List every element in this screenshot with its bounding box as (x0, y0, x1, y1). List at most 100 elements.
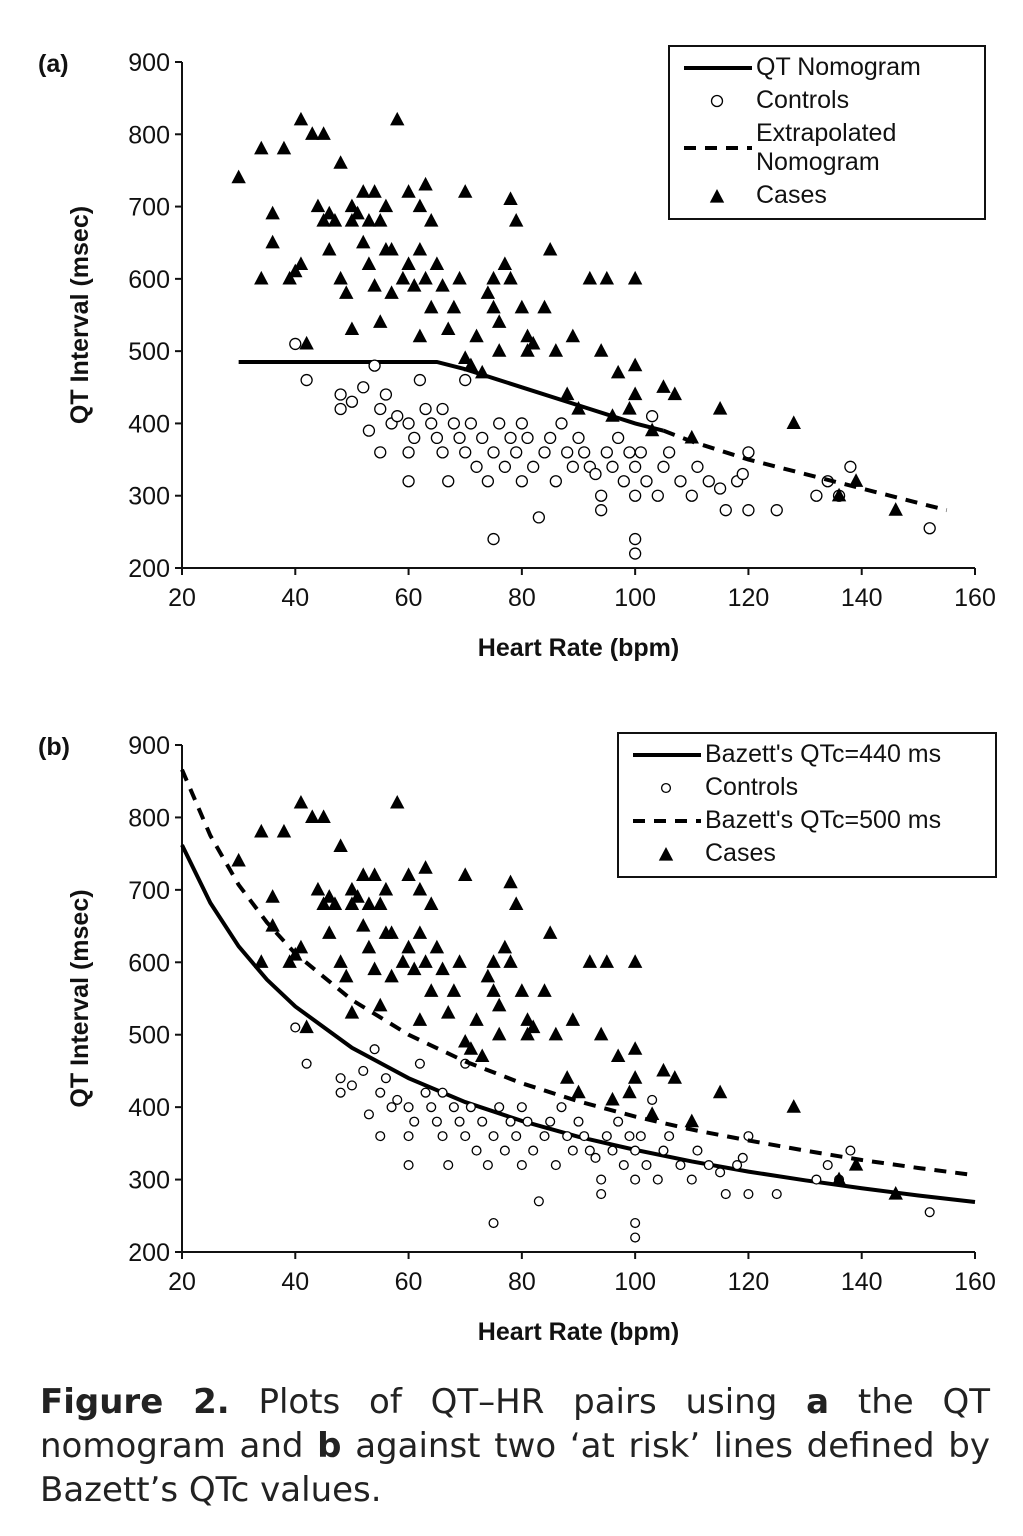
control-point (545, 1116, 556, 1127)
case-point (231, 852, 246, 867)
control-point (640, 475, 653, 488)
legend: QT Nomogram Controls Extrapolated Nomogram… (668, 45, 986, 220)
case-point (441, 321, 456, 336)
control-point (578, 446, 591, 459)
case-point (582, 954, 598, 968)
legend-label: Cases (705, 839, 776, 867)
case-point (667, 1070, 682, 1084)
case-point (412, 241, 428, 256)
case-point (412, 328, 428, 343)
control-point (923, 522, 936, 535)
control-point (403, 1160, 414, 1171)
control-point (924, 1207, 935, 1218)
control-point (290, 1022, 301, 1033)
case-point (401, 939, 416, 954)
control-point (742, 446, 755, 459)
control-point (301, 1058, 312, 1069)
control-point (715, 1167, 726, 1178)
case-point (565, 1012, 581, 1026)
control-point (613, 1116, 624, 1127)
control-point (628, 489, 642, 502)
case-point (599, 954, 615, 968)
case-point (503, 874, 518, 889)
control-point (686, 1174, 697, 1185)
case-point (548, 343, 564, 357)
control-point (719, 504, 732, 517)
legend-label: QT Nomogram (756, 53, 921, 81)
case-point (322, 205, 337, 220)
case-point (486, 270, 501, 285)
legend-marker (660, 782, 672, 793)
control-point (515, 417, 529, 430)
case-point (316, 809, 331, 824)
case-point (384, 968, 399, 983)
panel-label: (b) (38, 733, 70, 761)
control-point (437, 1087, 448, 1098)
control-point (510, 446, 523, 459)
case-point (344, 896, 360, 910)
y-tick-label: 500 (128, 338, 170, 366)
control-point (498, 460, 512, 473)
control-point (300, 373, 313, 387)
case-point (458, 184, 473, 198)
y-tick-label: 800 (128, 804, 170, 832)
case-point (559, 386, 575, 401)
case-point (305, 126, 320, 140)
case-point (293, 939, 309, 954)
case-point (384, 925, 399, 939)
case-point (390, 111, 405, 126)
case-point (548, 1026, 564, 1041)
case-point (475, 364, 490, 379)
case-point (610, 1048, 626, 1063)
case-point (344, 1004, 360, 1019)
legend-marker (710, 94, 724, 107)
control-point (572, 431, 585, 445)
control-point (702, 475, 715, 488)
case-point (622, 400, 637, 415)
control-point (402, 446, 415, 459)
x-tick-label: 100 (614, 584, 656, 612)
case-point (282, 270, 297, 285)
control-point (556, 1102, 567, 1113)
case-point (571, 1084, 586, 1099)
case-point (888, 502, 903, 516)
case-point (831, 1171, 847, 1186)
case-point (254, 954, 269, 968)
x-tick-label: 20 (168, 584, 196, 612)
control-point (471, 1145, 482, 1156)
control-point (425, 417, 438, 430)
control-point (379, 388, 393, 401)
control-point (703, 1160, 714, 1171)
case-point (299, 1019, 314, 1034)
case-point (344, 198, 360, 213)
case-point (644, 422, 660, 437)
y-tick-label: 200 (128, 555, 170, 583)
y-tick-label: 300 (128, 483, 170, 511)
case-point (463, 357, 479, 372)
control-point (811, 1174, 822, 1185)
control-point (685, 489, 698, 502)
case-point (712, 400, 728, 415)
case-point (446, 299, 462, 314)
case-point (344, 321, 360, 336)
control-point (623, 446, 636, 459)
case-point (458, 867, 473, 881)
case-point (305, 809, 320, 824)
legend-entry: Controls (678, 86, 976, 115)
case-point (458, 350, 473, 364)
x-tick-label: 160 (954, 584, 996, 612)
control-point (335, 1087, 346, 1098)
case-point (497, 256, 513, 270)
case-point (367, 184, 382, 198)
case-point (282, 954, 297, 968)
control-point (539, 1131, 550, 1142)
control-point (426, 1102, 437, 1113)
case-point (537, 983, 552, 997)
control-point (403, 1131, 414, 1142)
case-point (503, 270, 518, 285)
legend-label: Controls (705, 773, 799, 801)
control-point (459, 446, 472, 459)
case-point (333, 155, 348, 169)
curve (238, 359, 664, 433)
